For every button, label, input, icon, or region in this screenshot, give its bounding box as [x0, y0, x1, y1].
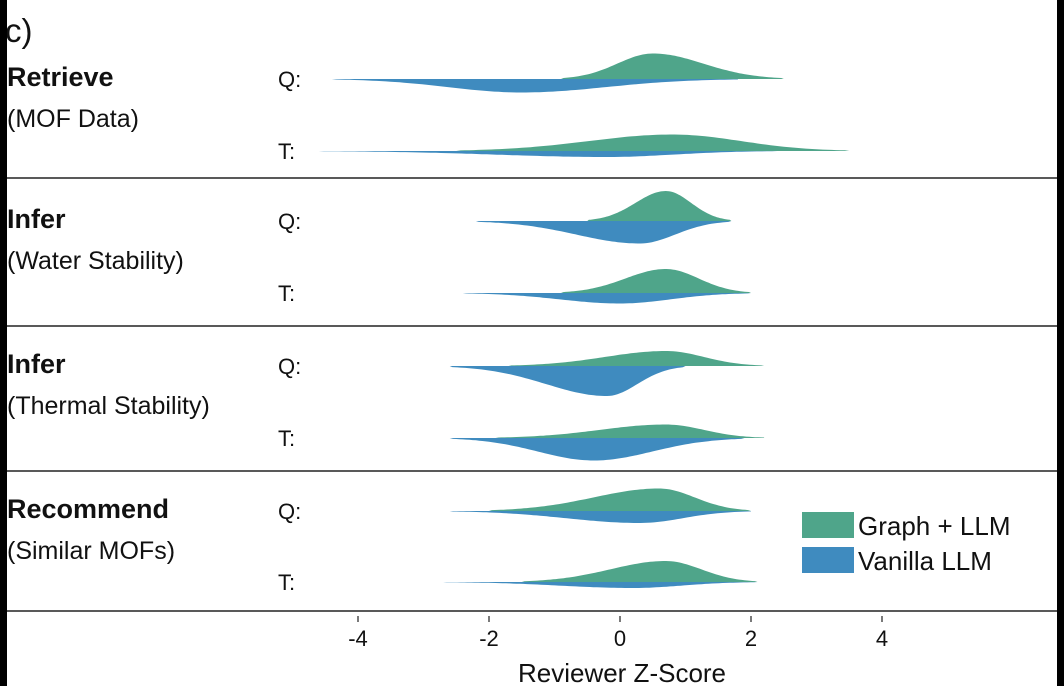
group-subtitle: (MOF Data) [7, 105, 139, 133]
x-tick-label: -2 [479, 626, 499, 651]
group-thermal-stability: Infer (Thermal Stability) Q: T: [7, 349, 765, 461]
violin-half-graph-llm [561, 53, 784, 79]
violin-half-vanilla-llm [462, 293, 751, 304]
violin-half-graph-llm [561, 269, 751, 293]
group-similar-mofs: Recommend (Similar MOFs) Q: T: [7, 488, 758, 595]
x-axis: -4 -2 0 2 4 Reviewer Z-Score [348, 616, 888, 686]
group-title: Recommend [7, 494, 169, 524]
legend: Graph + LLM Vanilla LLM [802, 511, 1010, 576]
violin-half-vanilla-llm [443, 582, 758, 588]
groups-layer: Retrieve (MOF Data) Q: T: Infer (Water Stabil… [7, 53, 1057, 612]
group-title: Infer [7, 204, 66, 234]
group-water-stability: Infer (Water Stability) Q: T: [7, 191, 751, 306]
violin-half-graph-llm [521, 561, 758, 582]
x-tick-label: -4 [348, 626, 368, 651]
row-label: T: [278, 281, 295, 306]
violin-chart: c) Retrieve (MOF Data) Q: T: Infer (Water Sta… [7, 12, 1057, 686]
violin-half-graph-llm [508, 351, 765, 366]
legend-swatch-vanilla-llm [802, 547, 854, 573]
row-label: T: [278, 570, 295, 595]
violin-half-graph-llm [587, 191, 732, 221]
x-axis-title: Reviewer Z-Score [518, 658, 726, 686]
legend-label-vanilla-llm: Vanilla LLM [858, 546, 992, 576]
legend-swatch-graph-llm [802, 512, 854, 538]
x-tick-label: 2 [745, 626, 757, 651]
violin-half-graph-llm [489, 488, 751, 511]
row-label: Q: [278, 499, 301, 524]
violin-half-vanilla-llm [449, 366, 686, 396]
x-tick-label: 0 [614, 626, 626, 651]
row-label: Q: [278, 354, 301, 379]
violin-half-vanilla-llm [449, 438, 745, 461]
legend-label-graph-llm: Graph + LLM [858, 511, 1010, 541]
row-label: T: [278, 426, 295, 451]
violin-half-graph-llm [495, 424, 765, 438]
violin-half-vanilla-llm [331, 79, 738, 93]
group-title: Retrieve [7, 62, 114, 92]
group-mof-data: Retrieve (MOF Data) Q: T: [7, 53, 850, 164]
group-subtitle: (Similar MOFs) [7, 537, 175, 565]
group-subtitle: (Water Stability) [7, 247, 184, 275]
group-subtitle: (Thermal Stability) [7, 392, 210, 420]
row-label: T: [278, 139, 295, 164]
violin-half-graph-llm [456, 134, 850, 151]
violin-half-vanilla-llm [449, 511, 751, 523]
figure-canvas: c) Retrieve (MOF Data) Q: T: Infer (Water Sta… [7, 0, 1057, 686]
violin-half-vanilla-llm [318, 151, 778, 157]
panel-letter: c) [7, 12, 33, 49]
violin-half-vanilla-llm [475, 221, 732, 244]
row-label: Q: [278, 209, 301, 234]
group-title: Infer [7, 349, 66, 379]
row-label: Q: [278, 67, 301, 92]
x-tick-label: 4 [876, 626, 888, 651]
